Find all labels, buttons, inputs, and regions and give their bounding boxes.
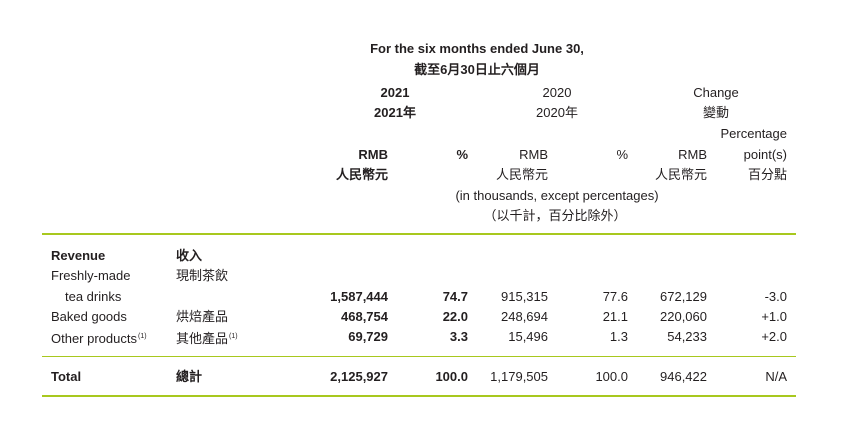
percentage-points-heading-line1: Percentage bbox=[720, 126, 788, 141]
units-note-en: (in thousands, except percentages) bbox=[455, 188, 659, 203]
cell-change-rmb: 672,129 bbox=[660, 289, 707, 304]
cell-change-pp: -3.0 bbox=[764, 289, 787, 304]
cell-rmb-2021: 69,729 bbox=[348, 329, 388, 344]
percentage-points-heading-line2: point(s) bbox=[743, 147, 787, 162]
pct-2020-heading: % bbox=[616, 147, 628, 162]
cell-rmb-2021: 1,587,444 bbox=[330, 289, 388, 304]
cell-change-rmb: 220,060 bbox=[660, 309, 707, 324]
total-label-zh: 總計 bbox=[176, 369, 203, 384]
total-divider bbox=[42, 356, 796, 357]
row-label-line1: Freshly-made bbox=[51, 268, 131, 283]
change-heading: Change bbox=[693, 85, 739, 100]
cell-change-pp: +1.0 bbox=[761, 309, 787, 324]
cell-rmb-2020: 248,694 bbox=[501, 309, 548, 324]
section-label-revenue-zh: 收入 bbox=[176, 248, 203, 263]
units-note-zh: （以千計，百分比除外） bbox=[483, 208, 627, 223]
cell-rmb-2020: 915,315 bbox=[501, 289, 548, 304]
cell-pct-2021: 3.3 bbox=[449, 329, 468, 344]
total-pct-2020: 100.0 bbox=[595, 369, 628, 384]
total-label: Total bbox=[51, 369, 82, 384]
total-rmb-2020: 1,179,505 bbox=[490, 369, 548, 384]
rmb-2020-heading-zh: 人民幣元 bbox=[495, 167, 548, 182]
cell-pct-2021: 74.7 bbox=[442, 289, 468, 304]
row-label-zh: 其他產品(1) bbox=[176, 328, 238, 348]
year-2021-heading-zh: 2021年 bbox=[374, 105, 416, 120]
row-label-line2: tea drinks bbox=[65, 289, 122, 304]
period-heading-zh: 截至6月30日止六個月 bbox=[414, 62, 540, 77]
percentage-points-heading-zh: 百分點 bbox=[747, 167, 787, 182]
section-label-revenue: Revenue bbox=[51, 248, 106, 263]
total-rmb-2021: 2,125,927 bbox=[330, 369, 388, 384]
cell-change-rmb: 54,233 bbox=[667, 329, 707, 344]
total-change-pp: N/A bbox=[765, 369, 787, 384]
cell-rmb-2021: 468,754 bbox=[341, 309, 388, 324]
rmb-2021-heading-zh: 人民幣元 bbox=[335, 167, 388, 182]
year-2021-heading: 2021 bbox=[380, 85, 410, 100]
cell-pct-2020: 77.6 bbox=[602, 289, 628, 304]
row-label-zh-text: 其他產品 bbox=[176, 331, 229, 346]
footnote-marker: (1) bbox=[138, 333, 147, 340]
total-change-rmb: 946,422 bbox=[660, 369, 707, 384]
row-label-zh: 現制茶飲 bbox=[176, 268, 229, 283]
period-heading-en: For the six months ended June 30, bbox=[370, 41, 584, 56]
year-2020-heading: 2020 bbox=[542, 85, 572, 100]
footnote-marker-zh: (1) bbox=[229, 333, 238, 340]
cell-pct-2020: 1.3 bbox=[609, 329, 628, 344]
rmb-2020-heading: RMB bbox=[519, 147, 548, 162]
row-label: Other products(1) bbox=[51, 328, 147, 348]
cell-change-pp: +2.0 bbox=[761, 329, 787, 344]
header-divider bbox=[42, 233, 796, 235]
pct-2021-heading: % bbox=[456, 147, 468, 162]
row-label-zh: 烘焙產品 bbox=[176, 309, 229, 324]
table-bottom-rule bbox=[42, 395, 796, 397]
row-label-text: Other products bbox=[51, 331, 137, 346]
row-label: Baked goods bbox=[51, 309, 127, 324]
year-2020-heading-zh: 2020年 bbox=[536, 105, 578, 120]
rmb-change-heading-zh: 人民幣元 bbox=[654, 167, 707, 182]
rmb-change-heading: RMB bbox=[678, 147, 707, 162]
cell-pct-2020: 21.1 bbox=[602, 309, 628, 324]
change-heading-zh: 變動 bbox=[702, 105, 730, 120]
total-pct-2021: 100.0 bbox=[435, 369, 468, 384]
cell-pct-2021: 22.0 bbox=[442, 309, 468, 324]
rmb-2021-heading: RMB bbox=[358, 147, 388, 162]
cell-rmb-2020: 15,496 bbox=[508, 329, 548, 344]
